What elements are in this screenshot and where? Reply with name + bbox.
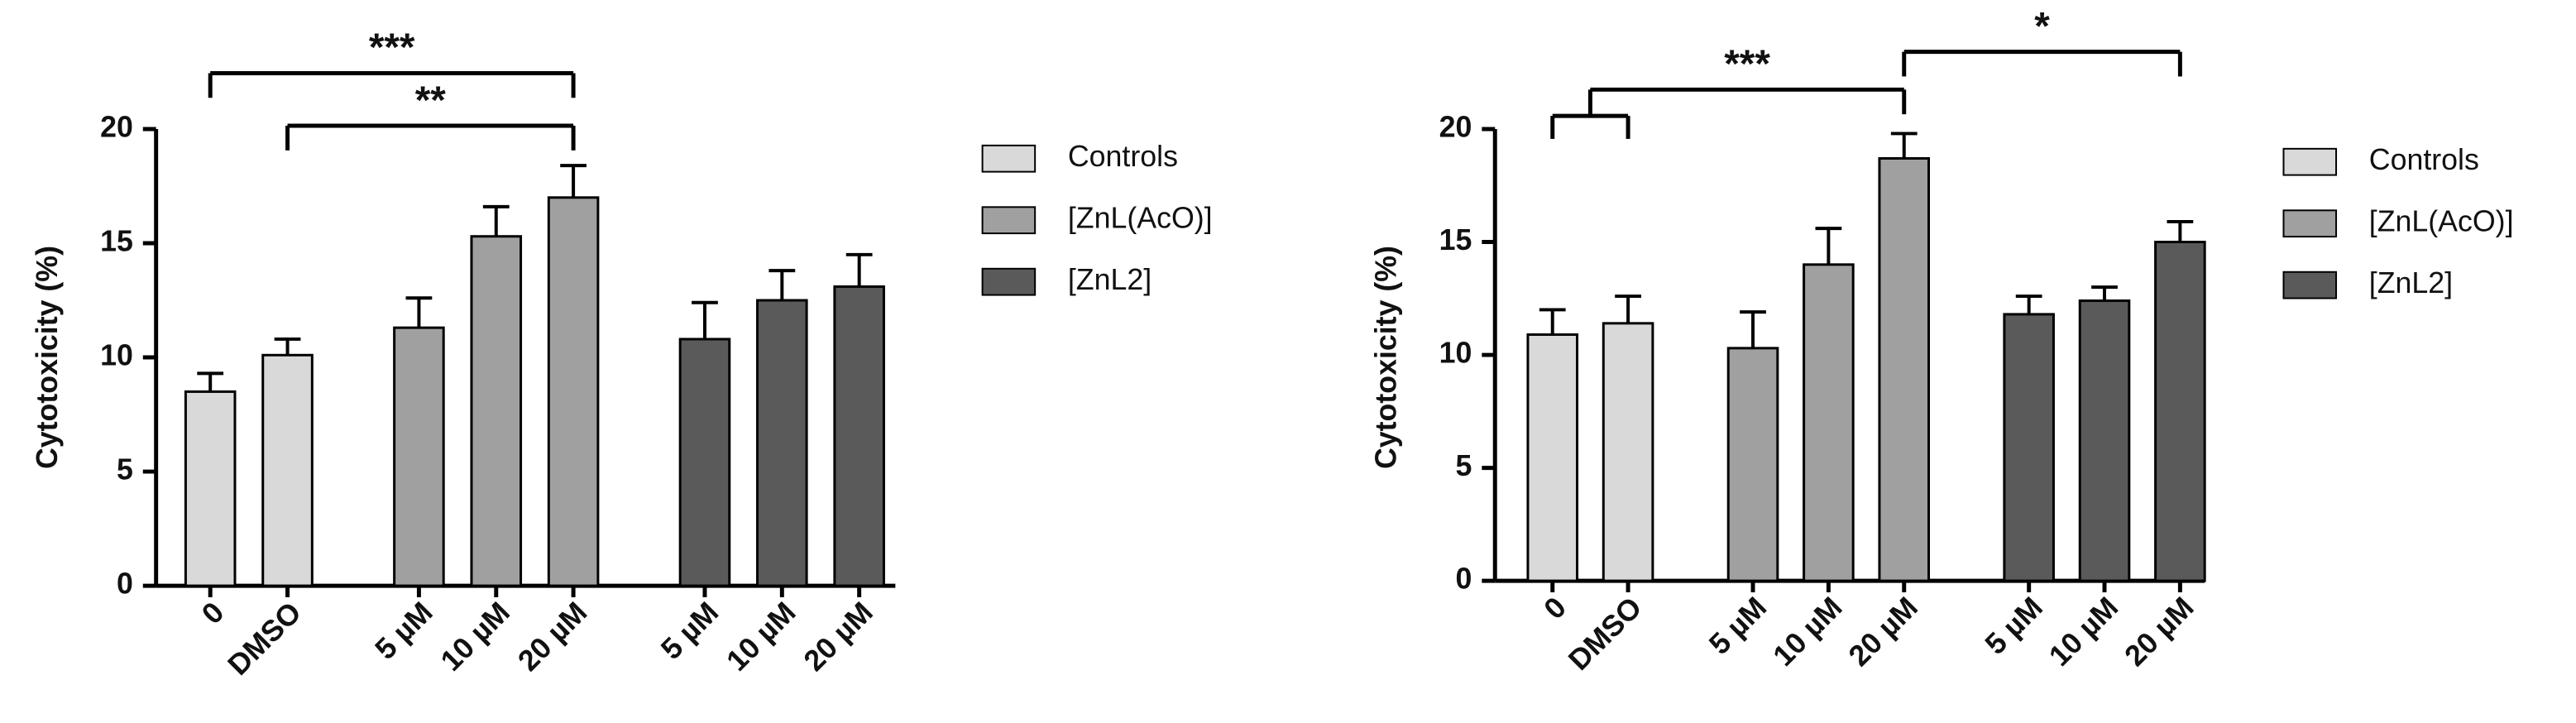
bar bbox=[678, 338, 731, 587]
legend-label: [ZnL2] bbox=[1068, 263, 1152, 296]
bar bbox=[1803, 263, 1855, 582]
x-tick-label: 10 µM bbox=[1767, 591, 1849, 673]
bar bbox=[547, 196, 600, 587]
x-tick-label: DMSO bbox=[222, 596, 308, 682]
x-tick-label: 10 µM bbox=[434, 596, 516, 678]
y-axis-label: Cytotoxicity (%) bbox=[31, 246, 64, 469]
x-tick-label: 20 µM bbox=[797, 596, 879, 678]
y-tick-label: 10 bbox=[1439, 336, 1472, 369]
y-tick-label: 15 bbox=[1439, 223, 1472, 256]
x-tick-label: 5 µM bbox=[1979, 591, 2049, 661]
significance-label: *** bbox=[369, 26, 415, 69]
x-tick-label: 5 µM bbox=[1702, 591, 1773, 661]
x-tick-label: 20 µM bbox=[2119, 591, 2200, 673]
bar bbox=[184, 390, 237, 587]
x-tick-label: 0 bbox=[195, 596, 230, 630]
y-tick-label: 5 bbox=[1456, 449, 1472, 482]
bar bbox=[2154, 241, 2206, 582]
legend-label: [ZnL(AcO)] bbox=[1068, 202, 1213, 235]
y-tick-label: 20 bbox=[1439, 110, 1472, 143]
bar bbox=[2078, 299, 2131, 582]
y-axis-label: Cytotoxicity (%) bbox=[1370, 246, 1403, 469]
bar bbox=[1602, 322, 1654, 582]
legend-label: Controls bbox=[1068, 140, 1178, 173]
significance-label: * bbox=[2034, 4, 2050, 48]
bar bbox=[2003, 313, 2055, 582]
bar bbox=[1526, 333, 1579, 582]
legend-swatch bbox=[981, 206, 1037, 235]
bar bbox=[470, 235, 523, 587]
legend-swatch bbox=[2282, 271, 2338, 299]
x-tick-label: 20 µM bbox=[511, 596, 593, 678]
legend-swatch bbox=[2282, 209, 2338, 238]
x-tick-label: 5 µM bbox=[654, 596, 725, 666]
y-tick-label: 0 bbox=[1456, 563, 1472, 596]
bar bbox=[1878, 156, 1931, 582]
bar bbox=[833, 285, 885, 587]
x-tick-label: 10 µM bbox=[2042, 591, 2124, 673]
legend-label: [ZnL2] bbox=[2369, 266, 2453, 299]
bar bbox=[393, 326, 445, 587]
y-tick-label: 15 bbox=[100, 224, 133, 257]
x-tick-label: 20 µM bbox=[1842, 591, 1924, 673]
legend-swatch bbox=[981, 267, 1037, 296]
legend-swatch bbox=[2282, 147, 2338, 176]
legend-swatch bbox=[981, 144, 1037, 173]
x-tick-label: DMSO bbox=[1562, 591, 1648, 677]
bar bbox=[1726, 347, 1779, 582]
legend-label: [ZnL(AcO)] bbox=[2369, 205, 2514, 238]
y-tick-label: 20 bbox=[100, 110, 133, 143]
y-tick-label: 0 bbox=[117, 567, 133, 601]
y-tick-label: 5 bbox=[117, 452, 133, 486]
bar bbox=[756, 299, 808, 587]
legend-label: Controls bbox=[2369, 143, 2479, 176]
significance-label: *** bbox=[1724, 42, 1770, 86]
x-tick-label: 0 bbox=[1538, 591, 1573, 625]
significance-label: ** bbox=[415, 79, 447, 122]
x-tick-label: 5 µM bbox=[369, 596, 439, 666]
x-tick-label: 10 µM bbox=[721, 596, 802, 678]
bar bbox=[261, 353, 314, 587]
y-tick-label: 10 bbox=[100, 338, 133, 371]
